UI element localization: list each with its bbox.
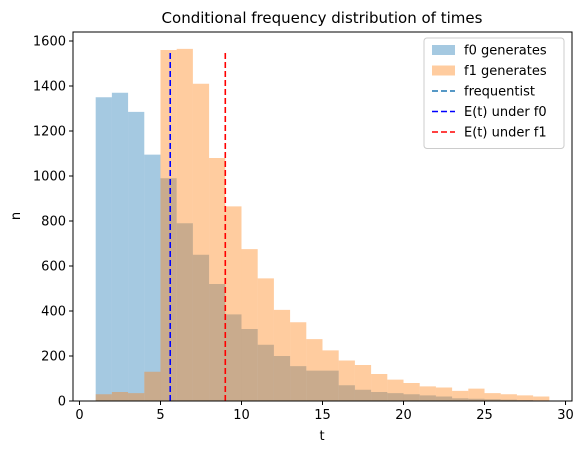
f0-generates-bar	[128, 111, 145, 401]
f0-generates-bar	[290, 366, 307, 401]
f0-generates-bar	[354, 389, 372, 401]
x-tick-label: 20	[395, 408, 412, 423]
f1-generates-bar	[160, 50, 177, 401]
f1-generates-bar	[452, 390, 469, 401]
f0-generates-bar	[95, 97, 112, 401]
y-tick-label: 1200	[33, 125, 66, 140]
legend-label: f1 generates	[464, 64, 547, 79]
chart-title: Conditional frequency distribution of ti…	[162, 9, 483, 27]
y-tick-label: 1000	[33, 170, 66, 185]
f1-generates-bar	[403, 383, 420, 401]
y-tick-label: 1600	[33, 35, 66, 50]
f1-generates-bar	[273, 309, 291, 401]
legend-label: f0 generates	[464, 44, 547, 59]
f1-generates-bar	[387, 379, 404, 401]
f0-generates-bar	[306, 370, 323, 401]
f0-generates-bar	[144, 154, 161, 401]
f0-generates-bar	[452, 398, 469, 401]
f0-generates-bar	[419, 395, 436, 401]
vlines-layer	[169, 50, 227, 401]
legend-label: E(t) under f0	[464, 105, 547, 120]
f0-generates-bar	[403, 394, 420, 401]
legend: f0 generates f1 generates frequentist E(t) …	[423, 37, 565, 149]
y-tick-label: 200	[41, 350, 66, 365]
f1-generates-bar	[468, 388, 485, 401]
f0-generates-bar	[468, 398, 485, 401]
y-axis-ticks: 0 200 400 600 800 1000 1200 1400 1600	[33, 35, 73, 410]
f1-generates-bar	[419, 386, 436, 401]
legend-label: frequentist	[464, 85, 535, 100]
f1-generates-bar	[192, 83, 210, 401]
f0-generates-bar	[192, 254, 210, 401]
f1-generates-bar	[111, 392, 129, 401]
f1-generates-bar	[176, 48, 193, 401]
f0-generates-bar	[209, 284, 226, 401]
f0-generates-bar	[484, 399, 501, 401]
y-tick-label: 1400	[33, 80, 66, 95]
f0-generates-bar	[322, 370, 339, 401]
f1-generates-bar	[241, 249, 258, 401]
f1-generates-bar	[225, 206, 242, 401]
f1-generates-bar	[306, 339, 323, 401]
f0-generates-bar	[111, 92, 129, 401]
y-tick-label: 800	[41, 215, 66, 230]
f0-generates-bar	[176, 223, 193, 401]
y-tick-label: 600	[41, 260, 66, 275]
f0-generates-bar	[338, 385, 355, 401]
f1-generates-bar	[338, 360, 355, 401]
x-tick-label: 10	[233, 408, 250, 423]
f1-generates-bar	[95, 394, 112, 401]
f0-generates-bar	[225, 314, 242, 401]
f0-generates-bar	[435, 396, 453, 401]
f1-generates-bar	[144, 371, 161, 401]
f1-generates-bar	[209, 158, 226, 401]
f1-generates-bar	[533, 396, 550, 401]
f0-generates-bar	[387, 393, 404, 401]
f1-generates-bar	[290, 322, 307, 401]
x-tick-label: 5	[156, 408, 164, 423]
f1-generates-bar	[354, 365, 372, 401]
f0-generates-bar	[273, 356, 291, 401]
legend-swatch	[432, 65, 455, 76]
x-tick-label: 15	[314, 408, 331, 423]
f0-generates-bar	[241, 329, 258, 401]
f1-generates-bar	[516, 395, 534, 401]
legend-label: E(t) under f1	[464, 126, 547, 141]
x-tick-label: 30	[557, 408, 574, 423]
f1-generates-bar	[435, 387, 453, 401]
x-axis-label: t	[319, 429, 324, 444]
f1-generates-bar	[322, 350, 339, 401]
f0-generates-bar	[500, 399, 517, 401]
legend-swatch	[432, 45, 455, 55]
x-axis-ticks: 0 5 10 15 20 25 30	[75, 401, 574, 423]
y-axis-label: n	[9, 212, 24, 220]
f0-generates-bar	[160, 178, 177, 401]
f1-generates-bar	[484, 393, 501, 401]
y-tick-label: 0	[58, 395, 66, 410]
f1-generates-bar	[500, 394, 517, 401]
y-tick-label: 400	[41, 305, 66, 320]
f1-generates-bar	[257, 278, 274, 401]
x-tick-label: 25	[476, 408, 493, 423]
x-tick-label: 0	[75, 408, 83, 423]
f1-generates-bar	[128, 393, 145, 401]
f1-generates-bar	[371, 374, 388, 401]
bars-layer	[95, 48, 550, 401]
f0-generates-bar	[371, 392, 388, 401]
legend-box	[423, 37, 565, 149]
f0-generates-bar	[257, 344, 274, 401]
